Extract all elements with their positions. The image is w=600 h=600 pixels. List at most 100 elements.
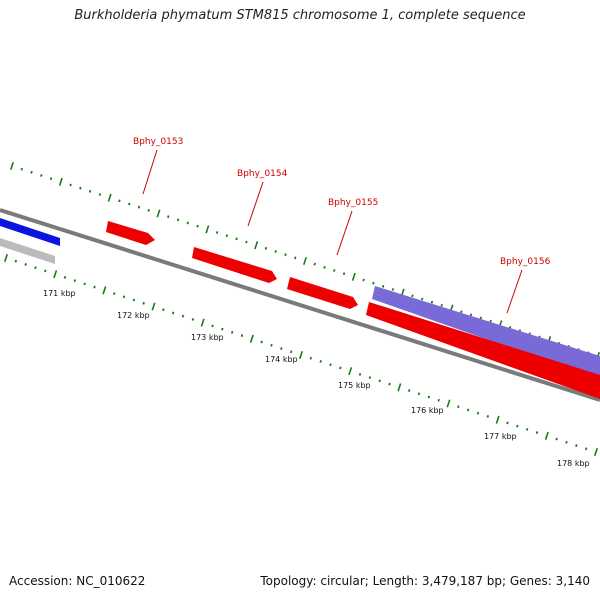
lower-major-tick (593, 447, 599, 457)
upper-minor-tick (362, 278, 365, 282)
upper-minor-tick (118, 199, 121, 203)
upper-minor-tick (284, 253, 287, 257)
bphy-0153-leader (142, 149, 158, 195)
lower-minor-tick (260, 340, 263, 344)
lower-major-tick (249, 334, 254, 343)
upper-major-tick (351, 272, 356, 281)
lower-minor-tick (535, 431, 539, 435)
upper-minor-tick (391, 288, 395, 291)
lower-major-tick (544, 431, 549, 440)
lower-minor-tick (93, 285, 96, 289)
upper-minor-tick (430, 300, 434, 304)
lower-minor-tick (83, 282, 86, 286)
upper-major-tick (58, 177, 63, 186)
lower-minor-tick (368, 376, 372, 380)
lower-major-tick (53, 270, 58, 279)
lower-minor-tick (466, 408, 470, 412)
lower-minor-tick (122, 295, 126, 299)
gene-partial-blue[interactable] (0, 218, 60, 246)
upper-minor-tick (479, 316, 483, 320)
gene-partial-gray[interactable] (0, 238, 55, 264)
lower-major-tick (298, 350, 304, 360)
gene-label-bphy-0153[interactable]: Bphy_0153 (133, 137, 183, 147)
lower-minor-tick (575, 444, 578, 447)
lower-minor-tick (34, 266, 37, 270)
gene-label-bphy-0154[interactable]: Bphy_0154 (237, 169, 288, 179)
lower-major-tick (102, 286, 107, 295)
lower-minor-tick (309, 356, 313, 360)
bphy-0155-leader (336, 210, 353, 256)
upper-minor-tick (469, 313, 473, 317)
gene-bphy-0156-purple[interactable] (372, 286, 600, 379)
bphy-0154-leader (247, 181, 264, 227)
lower-minor-tick (516, 424, 519, 428)
scale-label-174: 174 kbp (265, 355, 298, 364)
lower-minor-tick (417, 392, 421, 396)
lower-minor-tick (437, 398, 440, 402)
upper-minor-tick (264, 246, 268, 250)
lower-minor-tick (24, 263, 27, 266)
scale-label-177: 177 kbp (484, 432, 517, 441)
lower-minor-tick (211, 324, 214, 328)
lower-major-tick (151, 302, 156, 311)
map-title: Burkholderia phymatum STM815 chromosome … (74, 8, 526, 23)
upper-minor-tick (147, 208, 150, 212)
lower-minor-tick (162, 308, 165, 312)
gene-bphy-0154-arrow[interactable] (192, 247, 277, 283)
lower-minor-tick (565, 440, 568, 444)
lower-minor-tick (181, 314, 185, 318)
lower-minor-tick (73, 279, 77, 283)
gene-bphy-0155-arrow[interactable] (287, 277, 358, 309)
upper-minor-tick (313, 262, 316, 266)
lower-minor-tick (132, 298, 136, 302)
lower-minor-tick (339, 366, 342, 370)
chromosome-backbone (0, 208, 600, 402)
scale-label-172: 172 kbp (117, 311, 150, 320)
lower-minor-tick (319, 360, 322, 363)
gene-bphy-0153-arrow[interactable] (106, 221, 155, 245)
topology-summary: Topology: circular; Length: 3,479,187 bp… (260, 574, 590, 588)
lower-minor-tick (171, 311, 175, 315)
upper-minor-tick (420, 297, 424, 301)
scale-label-176: 176 kbp (411, 406, 444, 415)
lower-major-tick (495, 415, 500, 424)
upper-minor-tick (20, 167, 23, 171)
lower-major-tick (397, 383, 402, 392)
upper-minor-tick (411, 294, 414, 298)
upper-major-tick (10, 161, 14, 171)
accession-text: Accession: NC_010622 (9, 574, 146, 588)
lower-minor-tick (388, 382, 391, 386)
lower-minor-tick (280, 347, 283, 350)
scale-label-175: 175 kbp (338, 381, 371, 390)
upper-minor-tick (137, 205, 141, 209)
upper-minor-tick (333, 269, 336, 272)
lower-minor-tick (289, 350, 293, 354)
upper-major-tick (205, 225, 210, 234)
upper-minor-tick (372, 281, 375, 285)
upper-minor-tick (342, 272, 346, 276)
lower-minor-tick (240, 334, 244, 338)
lower-minor-tick (14, 259, 18, 263)
lower-minor-tick (358, 372, 362, 376)
upper-minor-tick (274, 250, 277, 253)
gene-bphy-0156-red[interactable] (366, 302, 600, 399)
gene-label-bphy-0155[interactable]: Bphy_0155 (328, 198, 378, 208)
lower-minor-tick (506, 421, 509, 425)
upper-major-tick (107, 193, 112, 202)
lower-minor-tick (63, 275, 67, 279)
upper-minor-tick (196, 224, 199, 228)
upper-minor-tick (186, 221, 190, 225)
upper-minor-tick (294, 256, 297, 260)
upper-minor-tick (225, 234, 229, 238)
upper-minor-tick (88, 189, 92, 193)
lower-minor-tick (270, 343, 273, 347)
scale-label-173: 173 kbp (191, 333, 224, 342)
upper-minor-tick (98, 193, 102, 196)
bphy-0156-leader (506, 269, 523, 314)
gene-label-bphy-0156[interactable]: Bphy_0156 (500, 257, 551, 267)
lower-minor-tick (525, 427, 529, 431)
upper-minor-tick (323, 265, 326, 269)
lower-minor-tick (584, 447, 588, 451)
scale-label-178: 178 kbp (557, 459, 590, 468)
